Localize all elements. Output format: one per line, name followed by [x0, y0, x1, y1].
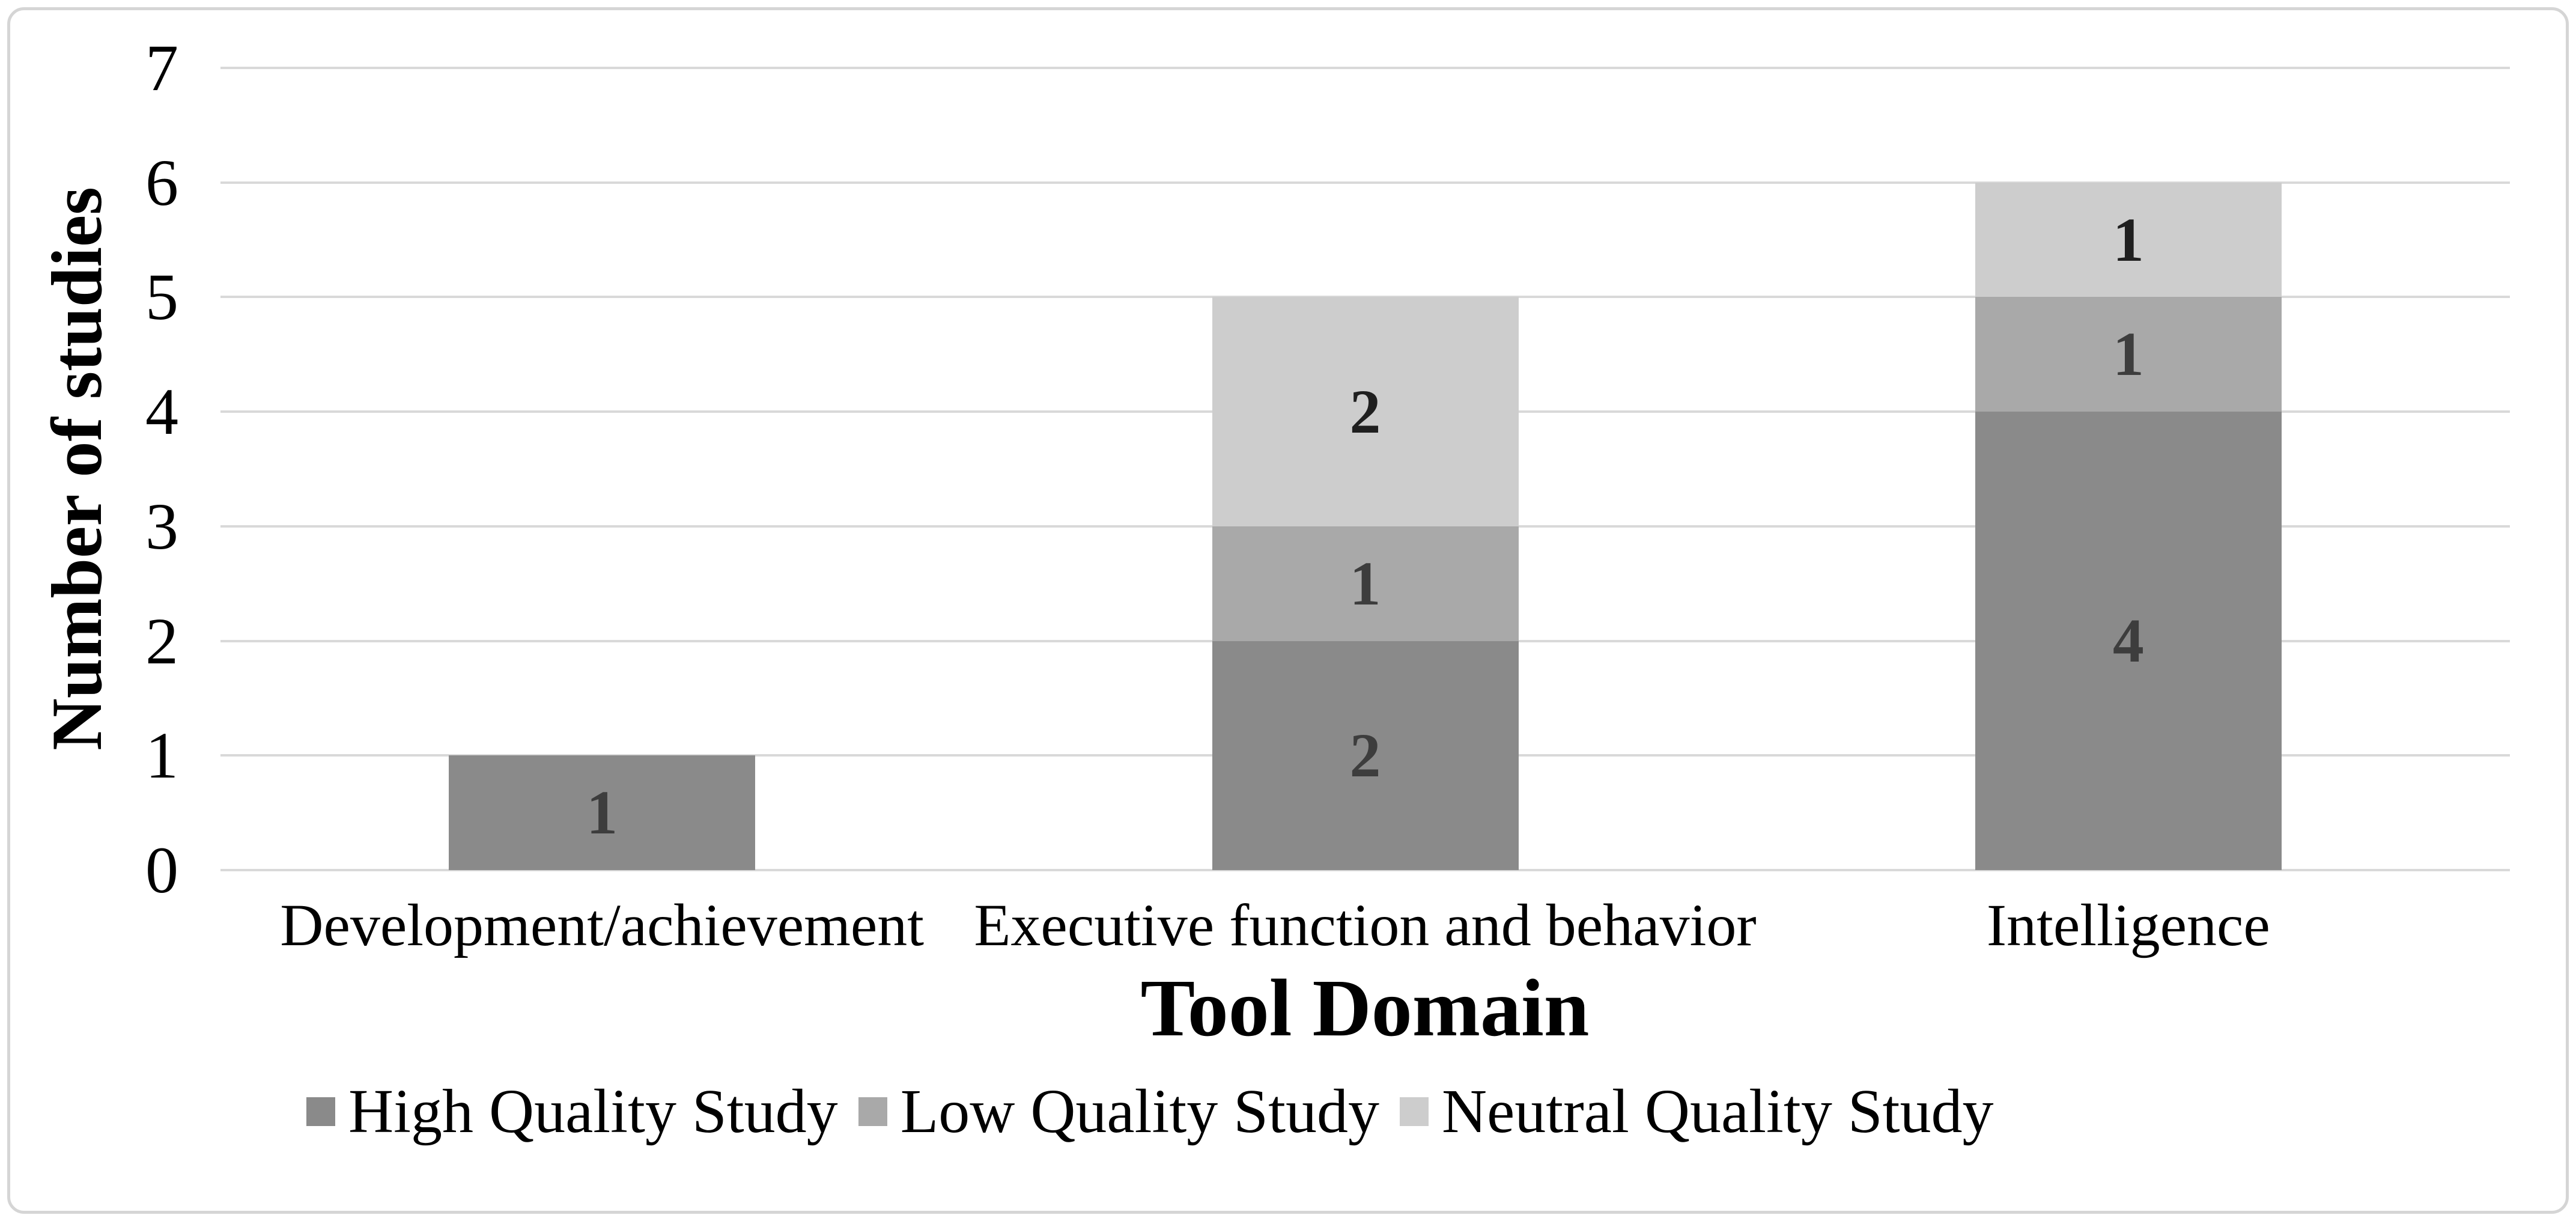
bar-value-label: 4 — [2112, 606, 2144, 676]
bar-segment-neutral-quality-study: 1 — [1975, 182, 2282, 297]
bar-segment-high-quality-study: 1 — [449, 755, 756, 870]
y-axis-title: Number of studies — [37, 187, 117, 751]
legend-item: High Quality Study — [306, 1076, 838, 1147]
y-tick-label: 7 — [145, 31, 178, 105]
y-tick-label: 6 — [145, 145, 178, 219]
y-tick-label: 1 — [145, 719, 178, 793]
x-axis-title: Tool Domain — [1140, 963, 1590, 1053]
bar-segment-neutral-quality-study: 2 — [1212, 297, 1519, 526]
bar-value-label: 2 — [1349, 377, 1381, 446]
bar-value-label: 2 — [1349, 720, 1381, 790]
y-tick-label: 0 — [145, 833, 178, 907]
y-tick-label: 2 — [145, 604, 178, 678]
legend-label: Neutral Quality Study — [1442, 1077, 1994, 1146]
y-tick-label: 4 — [145, 375, 178, 449]
bar-value-label: 1 — [1349, 549, 1381, 618]
x-axis-label: Development/achievement — [280, 892, 925, 958]
legend-swatch-icon — [306, 1097, 335, 1126]
bar-segment-low-quality-study: 1 — [1975, 297, 2282, 412]
bar-value-label: 1 — [2112, 320, 2144, 389]
legend-swatch-icon — [858, 1097, 887, 1126]
y-tick-label: 3 — [145, 489, 178, 563]
legend: High Quality Study Low Quality Study Neutr… — [306, 1071, 1994, 1152]
bar-value-label: 1 — [586, 778, 618, 848]
gridline — [220, 181, 2510, 184]
x-axis-label: Intelligence — [1986, 892, 2270, 958]
legend-label: High Quality Study — [348, 1077, 838, 1146]
bar-segment-high-quality-study: 2 — [1212, 641, 1519, 870]
legend-item: Low Quality Study — [858, 1076, 1379, 1147]
bar-segment-low-quality-study: 1 — [1212, 526, 1519, 641]
gridline — [220, 67, 2510, 69]
legend-swatch-icon — [1400, 1097, 1429, 1126]
legend-item: Neutral Quality Study — [1400, 1076, 1994, 1147]
bar-segment-high-quality-study: 4 — [1975, 412, 2282, 870]
y-tick-label: 5 — [145, 260, 178, 334]
bar-value-label: 1 — [2112, 205, 2144, 275]
legend-label: Low Quality Study — [900, 1077, 1380, 1146]
gridline — [220, 869, 2510, 871]
x-axis-label: Executive function and behavior — [974, 892, 1757, 958]
